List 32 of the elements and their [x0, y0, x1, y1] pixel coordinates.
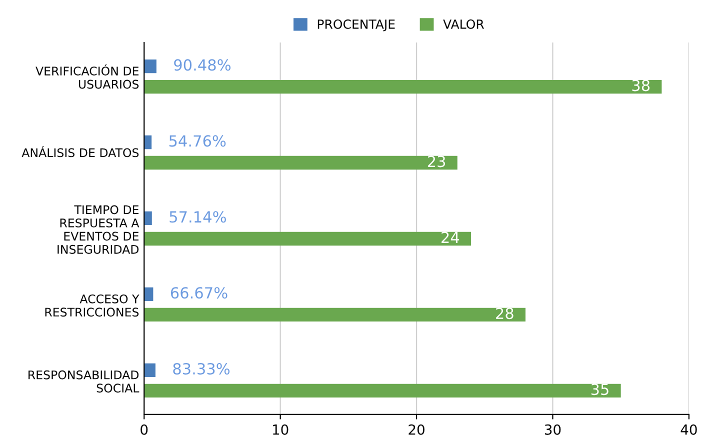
bar — [144, 80, 662, 94]
bar — [144, 287, 154, 302]
data-label: 57.14% — [170, 211, 226, 223]
bar — [144, 156, 458, 170]
data-label: 35 — [591, 384, 608, 396]
x-tick-label: 10 — [273, 424, 288, 435]
y-tick-label: ACCESO Y RESTRICCIONES — [45, 294, 140, 317]
bar — [144, 384, 621, 398]
bar — [144, 135, 152, 150]
x-tick-label: 30 — [544, 424, 561, 435]
bar — [144, 59, 156, 74]
data-label: 38 — [632, 80, 650, 92]
data-label: 83.33% — [173, 363, 230, 375]
data-label: 23 — [428, 156, 446, 168]
y-tick-label: TIEMPO DE RESPUESTA A EVENTOS DE INSEGURIDAD — [58, 205, 140, 254]
bar — [144, 308, 526, 322]
legend-label: PROCENTAJE — [318, 19, 395, 32]
x-tick-label: 20 — [408, 424, 424, 435]
legend-label: VALOR — [443, 19, 484, 29]
bar — [144, 211, 152, 226]
bar — [144, 363, 156, 377]
y-tick-label: ANÁLISIS DE DATOS — [22, 146, 139, 158]
data-label: 90.48% — [174, 59, 231, 71]
data-label: 66.67% — [170, 287, 228, 299]
y-tick-label: VERIFICACIÓN DE USUARIOS — [36, 64, 139, 89]
data-label: 24 — [442, 232, 460, 243]
data-label: 54.76% — [169, 135, 226, 147]
bar — [144, 232, 472, 246]
x-tick-label: 0 — [140, 424, 148, 435]
y-tick-label: RESPONSABILIDAD SOCIAL — [28, 370, 140, 393]
data-label: 28 — [496, 308, 514, 320]
x-tick-label: 40 — [680, 424, 697, 435]
